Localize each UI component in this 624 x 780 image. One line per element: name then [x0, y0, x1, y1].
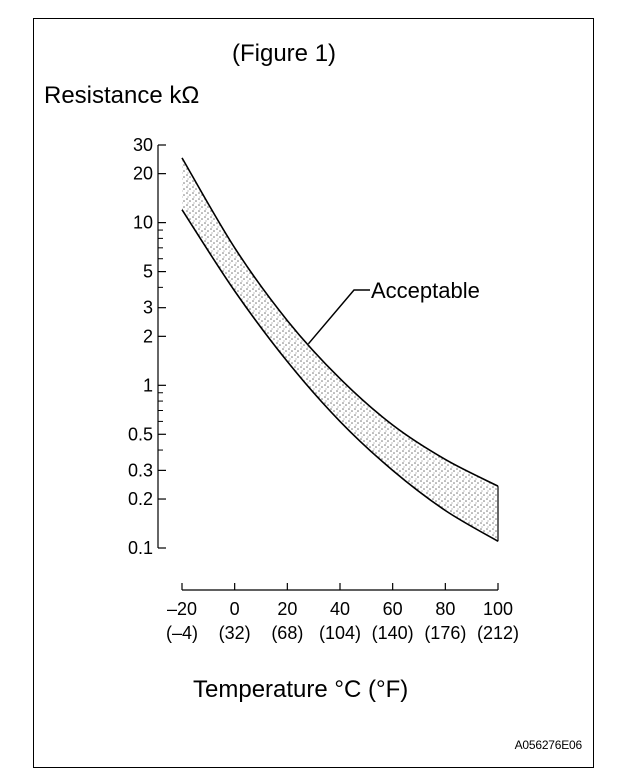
x-tick-label-80: 80 [435, 599, 455, 619]
y-tick-label-1: 1 [143, 375, 153, 395]
y-tick-label-20: 20 [133, 164, 153, 184]
x-tick-label-20: –20 [167, 599, 197, 619]
x-tick-label-20: 20 [277, 599, 297, 619]
figure-frame [33, 18, 594, 768]
y-tick-label-10: 10 [133, 213, 153, 233]
x-tick-label-60: 60 [383, 599, 403, 619]
y-tick-label-0-5: 0.5 [128, 424, 153, 444]
y-tick-label-3: 3 [143, 298, 153, 318]
acceptable-band [182, 157, 498, 542]
y-tick-label-30: 30 [133, 135, 153, 155]
figure-code: A056276E06 [514, 738, 583, 752]
x-tick-label-100: 100 [483, 599, 513, 619]
y-tick-label-5: 5 [143, 262, 153, 282]
series-line-upper [181, 157, 499, 487]
y-tick-label-0-3: 0.3 [128, 460, 153, 480]
y-tick-label-0-1: 0.1 [128, 538, 153, 558]
x-tick-sublabel-4: (–4) [166, 623, 198, 643]
x-tick-sublabel-212: (212) [477, 623, 519, 643]
x-tick-sublabel-68: (68) [271, 623, 303, 643]
y-tick-label-0-2: 0.2 [128, 489, 153, 509]
series-line-lower [181, 209, 499, 542]
x-tick-sublabel-104: (104) [319, 623, 361, 643]
x-tick-sublabel-176: (176) [424, 623, 466, 643]
x-tick-sublabel-32: (32) [219, 623, 251, 643]
x-axis-label: Temperature °C (°F) [193, 676, 409, 703]
x-tick-label-0: 0 [230, 599, 240, 619]
y-axis-label: Resistance kΩ [44, 82, 200, 109]
x-tick-label-40: 40 [330, 599, 350, 619]
acceptable-label: Acceptable [371, 278, 480, 303]
acceptable-leader-line [307, 289, 370, 345]
x-tick-sublabel-140: (140) [372, 623, 414, 643]
y-tick-label-2: 2 [143, 326, 153, 346]
figure-title: (Figure 1) [232, 40, 337, 67]
